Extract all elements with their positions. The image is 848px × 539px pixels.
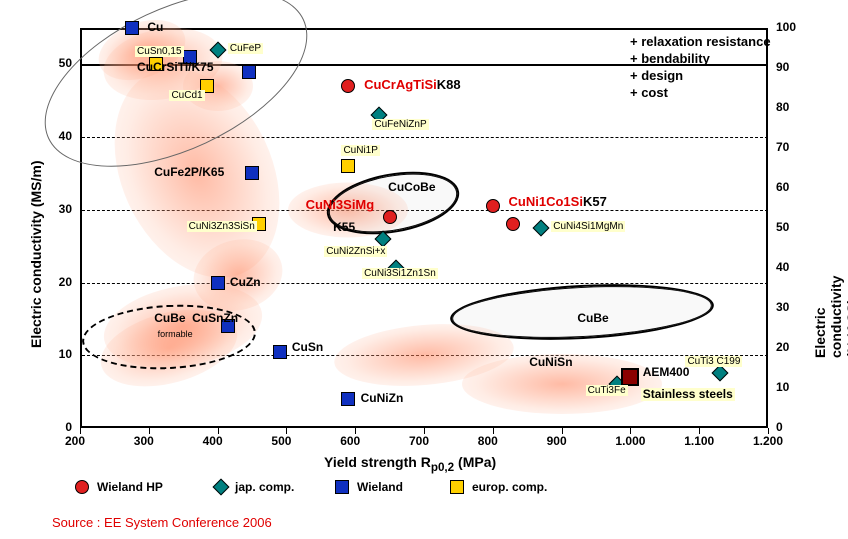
y2tick-30: 30: [776, 300, 789, 314]
label-CuNiZn: CuNiZn: [359, 392, 406, 405]
y1tick-0: 0: [65, 420, 72, 434]
y2tick-10: 10: [776, 380, 789, 394]
y1tick-30: 30: [59, 202, 72, 216]
marker-pt4: [506, 217, 520, 231]
label-CuTi3C199: CuTi3 C199: [685, 356, 742, 367]
source-text: Source : EE System Conference 2006: [52, 515, 272, 530]
marker-CuNi3SiMg: [383, 210, 397, 224]
label-CuNi4Si1MgMn: CuNi4Si1MgMn: [551, 221, 625, 232]
marker-Cu: [125, 21, 139, 35]
marker-CuZn: [211, 276, 225, 290]
marker-CuNi1P: [341, 159, 355, 173]
label-CuZn: CuZn: [228, 276, 263, 289]
extra-label-2: CuBe: [152, 312, 187, 325]
label-CuFe2P: CuFe2P/K65: [152, 166, 226, 179]
y1tick-20: 20: [59, 275, 72, 289]
extra-label-0: CuCoBe: [386, 181, 437, 194]
marker-CuNiZn: [341, 392, 355, 406]
y2tick-40: 40: [776, 260, 789, 274]
xtick-600: 600: [340, 434, 360, 448]
marker-AEM400: [621, 368, 639, 386]
label-CuCrSiTi: CuCrSiTi/K75: [135, 61, 215, 74]
label-CuNi2ZnSi: CuNi2ZnSi+x: [324, 246, 387, 257]
xtick-400: 400: [203, 434, 223, 448]
y2tick-20: 20: [776, 340, 789, 354]
label-CuSn: CuSn: [290, 341, 325, 354]
y2tick-60: 60: [776, 180, 789, 194]
notes-box: + relaxation resistance+ bendability+ de…: [630, 34, 771, 102]
legend-Wieland-HP: Wieland HP: [75, 480, 163, 494]
xtick-700: 700: [409, 434, 429, 448]
chart-root: 2003004005006007008009001.0001.1001.2000…: [0, 0, 848, 539]
marker-pt50: [242, 65, 256, 79]
label-CuFeNiZnP: CuFeNiZnP: [372, 119, 428, 130]
xtick-800: 800: [478, 434, 498, 448]
marker-CuCrAgTiSi: [341, 79, 355, 93]
label-Cu: Cu: [145, 21, 165, 34]
label-AEM400: AEM400: [641, 366, 692, 379]
y2tick-90: 90: [776, 60, 789, 74]
y2tick-70: 70: [776, 140, 789, 154]
y2tick-50: 50: [776, 220, 789, 234]
xtick-1100: 1.100: [684, 434, 714, 448]
y2tick-80: 80: [776, 100, 789, 114]
y2-axis-label: Electric conductivity (% IACS): [812, 276, 848, 358]
label-CuNi1P: CuNi1P: [341, 145, 379, 156]
legend-jap-comp-: jap. comp.: [215, 480, 294, 494]
label-CuSn015: CuSn0,15: [135, 46, 183, 57]
label-red-CuNi3SiMg: CuNi3SiMg: [304, 198, 377, 212]
xtick-1000: 1.000: [615, 434, 645, 448]
y2tick-0: 0: [776, 420, 783, 434]
label-CuNi3Si1Zn1Sn: CuNi3Si1Zn1Sn: [362, 268, 438, 279]
extra-label-1: CuBe: [575, 312, 610, 325]
label-red-CuCrAgTiSi: CuCrAgTiSiK88: [362, 78, 463, 92]
gridline-y-20: [82, 283, 768, 284]
label-CuFeP: CuFeP: [228, 43, 263, 54]
legend-Wieland: Wieland: [335, 480, 403, 494]
label-CuSnZn: CuSnZn: [190, 312, 240, 325]
x-axis-label: Yield strength Rp0,2 (MPa): [324, 454, 496, 474]
legend-europ-comp-: europ. comp.: [450, 480, 547, 494]
label-CuNi3Zn3SiSn: CuNi3Zn3SiSn: [187, 221, 257, 232]
label-red-CuNi1Co1Si: CuNi1Co1SiK57: [507, 195, 609, 209]
y1-axis-label: Electric conductivity (MS/m): [28, 161, 44, 348]
marker-CuSn: [273, 345, 287, 359]
label-CuCd1: CuCd1: [169, 90, 204, 101]
xtick-1200: 1.200: [753, 434, 783, 448]
extra-label-4: CuNiSn: [527, 356, 574, 369]
y2tick-100: 100: [776, 20, 796, 34]
label-k-CuNi3SiMg: K55: [331, 221, 357, 234]
xtick-500: 500: [271, 434, 291, 448]
marker-CuNi1Co1Si: [486, 199, 500, 213]
xtick-300: 300: [134, 434, 154, 448]
label-CuTi3Fe: CuTi3Fe: [586, 385, 628, 396]
extra-label-3: formable: [156, 330, 195, 340]
marker-CuFe2P: [245, 166, 259, 180]
xtick-200: 200: [65, 434, 85, 448]
xtick-900: 900: [547, 434, 567, 448]
extra-label-5: Stainless steels: [641, 388, 735, 401]
y1tick-10: 10: [59, 347, 72, 361]
